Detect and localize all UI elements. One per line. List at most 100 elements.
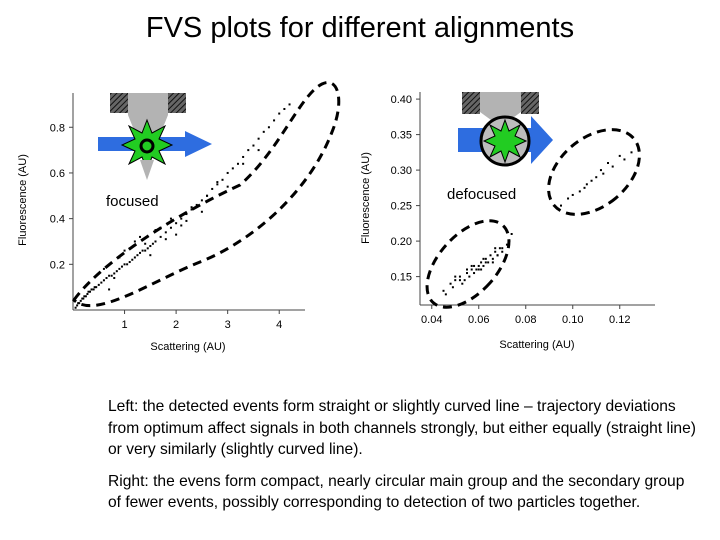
data-point <box>473 272 476 275</box>
data-point <box>611 165 614 168</box>
y-tick-label: 0.20 <box>391 236 412 248</box>
data-point <box>247 149 250 152</box>
right-main-cluster-ellipse <box>425 219 511 309</box>
data-point <box>97 283 100 286</box>
data-point <box>77 302 80 305</box>
data-point <box>599 169 602 172</box>
x-tick-label: 3 <box>225 319 231 331</box>
data-point <box>123 249 126 252</box>
data-point <box>496 254 499 257</box>
data-point <box>190 208 193 211</box>
data-point <box>583 186 586 189</box>
data-point <box>226 185 229 188</box>
x-tick-label: 1 <box>121 319 127 331</box>
y-tick-label: 0.40 <box>391 94 412 106</box>
y-tick-label: 0.15 <box>391 272 412 284</box>
data-point <box>76 304 79 307</box>
right-secondary-cluster-ellipse <box>547 128 641 216</box>
data-point <box>442 289 445 292</box>
data-point <box>87 290 90 293</box>
left-y-axis-label: Fluorescence (AU) <box>17 154 29 246</box>
left-panel-label: focused <box>106 193 159 210</box>
data-point <box>216 181 219 184</box>
y-tick-label: 0.6 <box>50 168 65 180</box>
data-point <box>110 274 113 277</box>
left-nozzle-right-block <box>168 93 186 113</box>
data-point <box>458 279 461 282</box>
data-point <box>133 256 136 259</box>
data-point <box>257 149 260 152</box>
data-point <box>454 275 457 278</box>
y-tick-label: 0.25 <box>391 201 412 213</box>
right-nozzle-left-block <box>462 92 480 114</box>
data-point <box>489 254 492 257</box>
right-nozzle-right-block <box>521 92 539 114</box>
x-tick-label: 0.06 <box>468 314 489 326</box>
data-point <box>206 194 209 197</box>
data-point <box>505 243 508 246</box>
caption-left-paragraph: Left: the detected events form straight … <box>108 398 696 458</box>
data-point <box>571 193 574 196</box>
data-point <box>473 264 476 267</box>
data-point <box>273 119 276 122</box>
data-point <box>461 282 464 285</box>
y-tick-label: 0.2 <box>50 259 65 271</box>
data-point <box>231 167 234 170</box>
data-point <box>444 293 447 296</box>
figure: 0.2 0.4 0.6 0.8 1 2 3 4 Scattering (AU) Fluore… <box>17 81 655 353</box>
right-nozzle-stream <box>480 92 521 120</box>
data-point <box>482 264 485 267</box>
data-point <box>242 162 245 165</box>
caption: Left: the detected events form straight … <box>108 396 698 524</box>
data-point <box>149 245 152 248</box>
data-point <box>468 275 471 278</box>
left-nozzle-left-block <box>110 93 128 113</box>
data-point <box>623 158 626 161</box>
x-tick-label: 4 <box>276 319 282 331</box>
left-chart: 0.2 0.4 0.6 0.8 1 2 3 4 Scattering (AU) Fluore… <box>17 81 341 353</box>
left-nozzle-stream <box>128 93 168 140</box>
data-point <box>487 261 490 264</box>
data-point <box>164 231 167 234</box>
data-point <box>491 261 494 264</box>
data-point <box>141 249 144 252</box>
right-x-axis-label: Scattering (AU) <box>499 339 574 351</box>
data-point <box>200 199 203 202</box>
data-point <box>89 290 92 293</box>
data-point <box>133 240 136 243</box>
data-point <box>484 261 487 264</box>
data-point <box>267 126 270 129</box>
data-point <box>185 219 188 222</box>
left-focus-spot <box>139 138 155 154</box>
data-point <box>169 226 172 229</box>
data-point <box>236 162 239 165</box>
data-point <box>466 272 468 275</box>
data-point <box>477 268 480 271</box>
left-points <box>74 103 291 309</box>
data-point <box>567 197 570 200</box>
data-point <box>221 178 224 181</box>
data-point <box>200 210 203 213</box>
data-point <box>78 302 81 305</box>
data-point <box>466 268 468 271</box>
data-point <box>226 171 229 174</box>
data-point <box>92 288 95 291</box>
data-point <box>108 274 111 277</box>
data-point <box>607 162 609 164</box>
data-point <box>242 155 245 158</box>
data-point <box>458 275 461 278</box>
x-tick-label: 0.08 <box>515 314 536 326</box>
caption-right-paragraph: Right: the evens form compact, nearly ci… <box>108 472 685 512</box>
data-point <box>128 261 131 264</box>
data-point <box>169 217 172 220</box>
x-tick-label: 0.04 <box>421 314 442 326</box>
data-point <box>100 281 103 284</box>
data-point <box>105 277 108 280</box>
data-point <box>252 144 255 147</box>
data-point <box>151 242 154 245</box>
data-point <box>288 103 291 106</box>
data-point <box>494 247 497 250</box>
data-point <box>477 264 480 267</box>
data-point <box>139 235 142 238</box>
x-tick-label: 0.10 <box>562 314 583 326</box>
